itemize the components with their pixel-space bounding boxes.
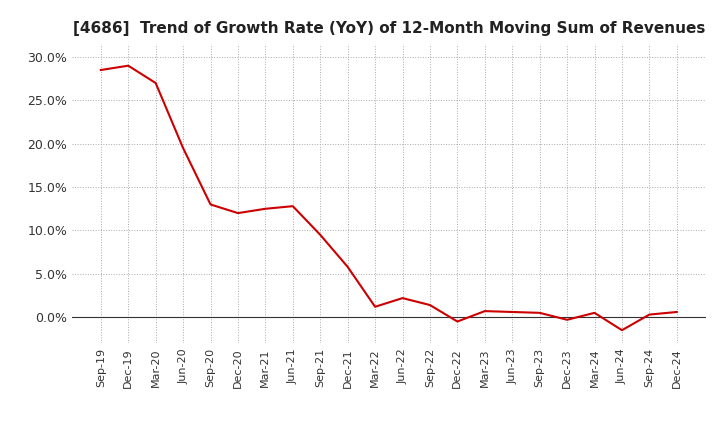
Title: [4686]  Trend of Growth Rate (YoY) of 12-Month Moving Sum of Revenues: [4686] Trend of Growth Rate (YoY) of 12-… [73, 21, 705, 36]
